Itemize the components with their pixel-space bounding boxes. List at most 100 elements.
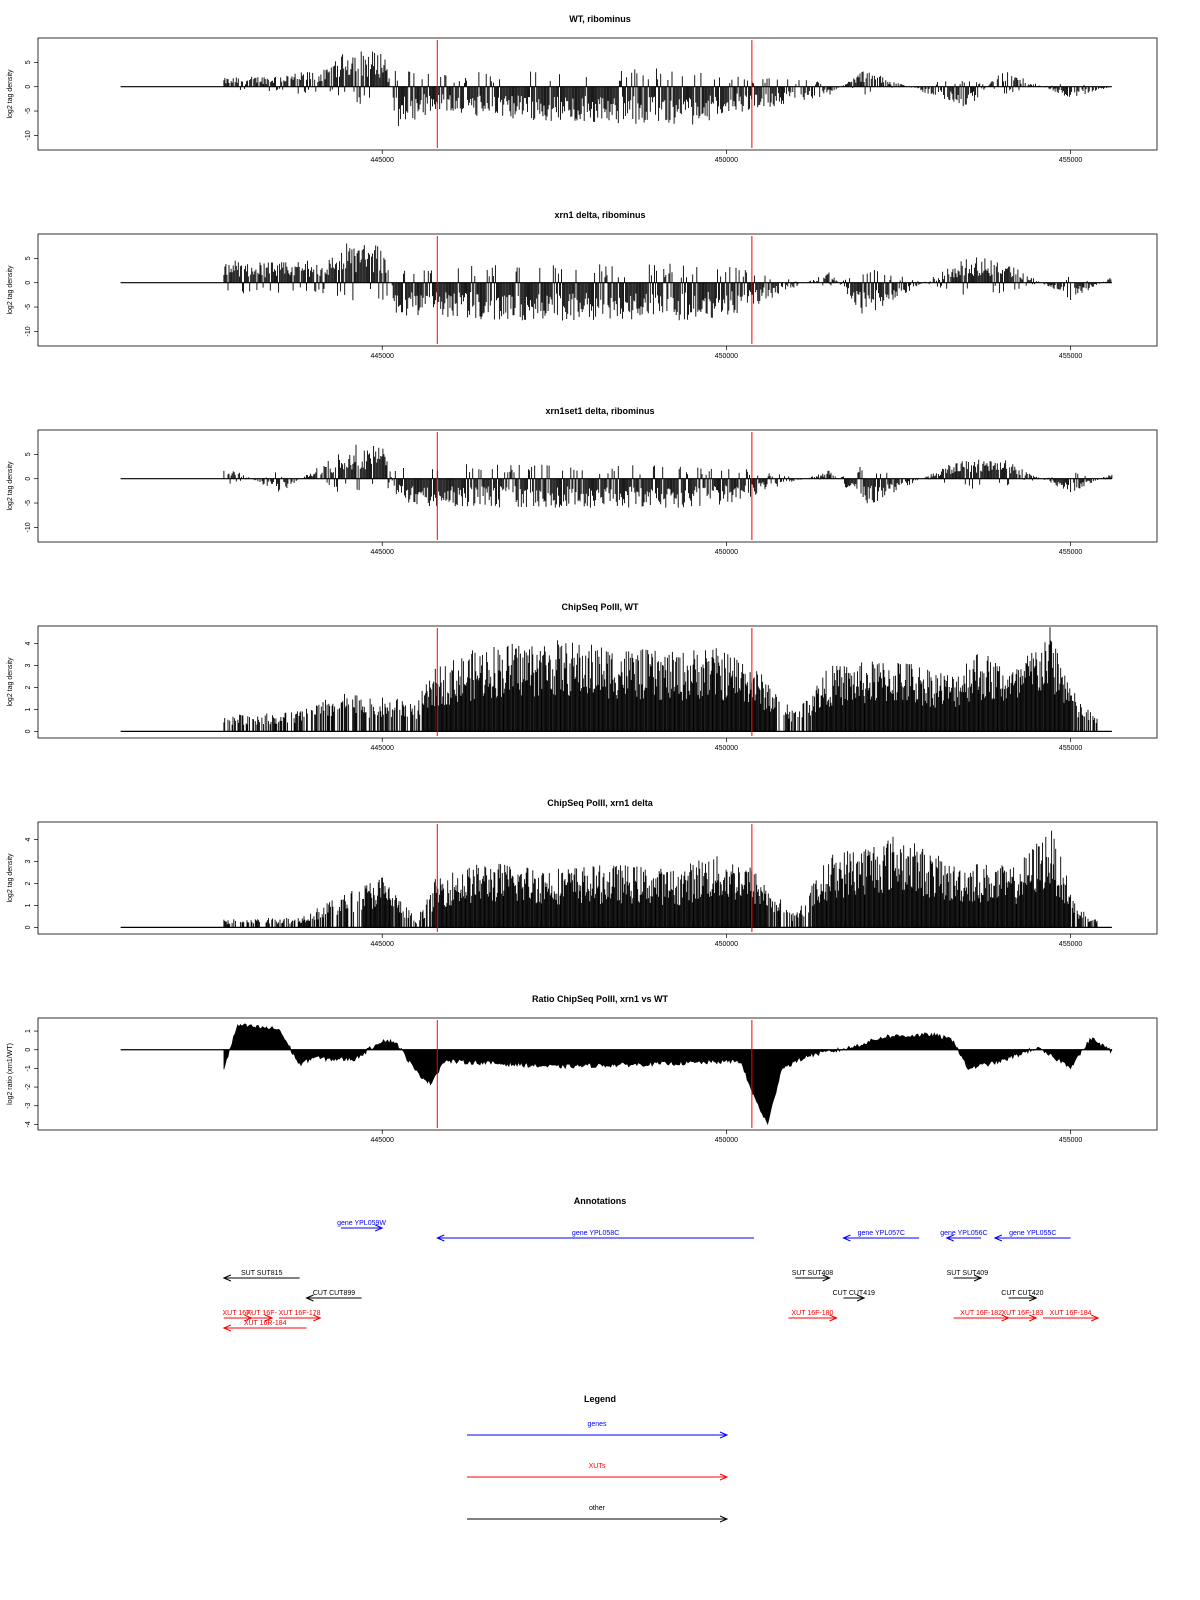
track-plot: WT, ribominus -10 -5 0 5 log2 tag density 4450… bbox=[7, 14, 1158, 164]
track-panel: ChipSeq PolII, xrn1 delta 0 1 2 3 4 log2 tag d… bbox=[0, 794, 1200, 990]
annotation-label: SUT SUT409 bbox=[947, 1270, 989, 1277]
x-tick-label: 455000 bbox=[1059, 941, 1082, 948]
x-tick-label: 450000 bbox=[715, 941, 738, 948]
y-tick-label: -5 bbox=[25, 108, 32, 114]
x-tick-label: 445000 bbox=[371, 941, 394, 948]
track-plot: xrn1 delta, ribominus -10 -5 0 5 log2 tag den… bbox=[7, 210, 1158, 360]
y-tick-label: -5 bbox=[25, 304, 32, 310]
annotation-label: gene YPL055C bbox=[1009, 1230, 1056, 1237]
annotation-label: XUT 16F-178 bbox=[279, 1310, 321, 1317]
density-bars bbox=[223, 243, 1112, 321]
x-tick-label: 445000 bbox=[371, 549, 394, 556]
arrow-head bbox=[305, 1294, 314, 1302]
y-axis-label: log2 ratio (xrn1/WT) bbox=[7, 1043, 14, 1105]
annotation-label: gene YPL056C bbox=[940, 1230, 987, 1237]
x-tick-label: 450000 bbox=[715, 549, 738, 556]
annotation-label: XUT 16F- bbox=[223, 1310, 254, 1317]
arrow-head bbox=[973, 1274, 983, 1282]
arrow-head bbox=[993, 1234, 1003, 1242]
y-tick-label: 4 bbox=[25, 642, 32, 646]
x-tick-label: 445000 bbox=[371, 353, 394, 360]
arrow-head bbox=[829, 1314, 838, 1322]
annotation-label: gene YPL059W bbox=[337, 1220, 386, 1227]
y-tick-label: 5 bbox=[25, 452, 32, 456]
track-title: ChipSeq PolII, WT bbox=[562, 602, 639, 612]
legend-label: genes bbox=[587, 1421, 607, 1428]
y-tick-label: 0 bbox=[25, 729, 32, 733]
plot-frame bbox=[37, 37, 1158, 151]
track-plot: xrn1set1 delta, ribominus -10 -5 0 5 log2 tag… bbox=[7, 406, 1158, 556]
track-panel: ChipSeq PolII, WT 0 1 2 3 4 log2 tag density 44… bbox=[0, 598, 1200, 794]
legend-panel: Legend genes XUTs other bbox=[0, 1380, 1200, 1580]
arrow-head bbox=[222, 1324, 232, 1332]
y-tick-label: 0 bbox=[25, 925, 32, 929]
annotation-label: XUT 16F-183 bbox=[1001, 1310, 1043, 1317]
arrow-head bbox=[719, 1515, 729, 1523]
track-title: WT, ribominus bbox=[569, 14, 631, 24]
arrow-head bbox=[822, 1274, 831, 1282]
y-tick-label: 1 bbox=[25, 903, 32, 907]
y-tick-label: 3 bbox=[25, 859, 32, 863]
annotations-title: Annotations bbox=[573, 1196, 627, 1206]
annotation-label: CUT CUT419 bbox=[833, 1290, 875, 1297]
x-tick-label: 455000 bbox=[1059, 353, 1082, 360]
x-tick-label: 445000 bbox=[371, 745, 394, 752]
density-bars bbox=[223, 830, 1098, 928]
y-tick-label: 3 bbox=[25, 663, 32, 667]
legend-label: other bbox=[589, 1505, 606, 1512]
annotation-label: SUT SUT815 bbox=[241, 1270, 283, 1277]
y-tick-label: 2 bbox=[25, 881, 32, 885]
y-tick-label: 1 bbox=[25, 707, 32, 711]
y-tick-label: -3 bbox=[25, 1103, 32, 1109]
annotation-label: gene YPL057C bbox=[858, 1230, 905, 1237]
annotation-label: CUT CUT420 bbox=[1001, 1290, 1043, 1297]
track-panel: Ratio ChipSeq PolII, xrn1 vs WT -4 -3 -2 -1 0… bbox=[0, 990, 1200, 1186]
x-tick-label: 450000 bbox=[715, 157, 738, 164]
plot-frame bbox=[37, 625, 1158, 739]
annotation-label: CUT CUT899 bbox=[313, 1290, 355, 1297]
arrow-head bbox=[856, 1294, 866, 1302]
legend-entries: genes XUTs other bbox=[467, 1421, 729, 1523]
arrow-head bbox=[264, 1314, 274, 1322]
y-axis-label: log2 tag density bbox=[7, 69, 14, 119]
track-title: Ratio ChipSeq PolII, xrn1 vs WT bbox=[532, 994, 669, 1004]
ratio-area bbox=[223, 1023, 1113, 1126]
y-tick-label: -1 bbox=[25, 1065, 32, 1071]
arrow-head bbox=[945, 1234, 954, 1242]
track-title: xrn1set1 delta, ribominus bbox=[545, 406, 654, 416]
y-axis-label: log2 tag density bbox=[7, 853, 14, 903]
density-bars bbox=[223, 444, 1113, 508]
y-tick-label: 5 bbox=[25, 60, 32, 64]
y-tick-label: 0 bbox=[25, 85, 32, 89]
x-tick-label: 455000 bbox=[1059, 157, 1082, 164]
y-tick-label: 0 bbox=[25, 281, 32, 285]
y-tick-label: -10 bbox=[25, 130, 32, 140]
annotation-label: XUT 16F-180 bbox=[792, 1310, 834, 1317]
track-title: xrn1 delta, ribominus bbox=[554, 210, 645, 220]
x-tick-label: 450000 bbox=[715, 1137, 738, 1144]
plot-frame bbox=[37, 429, 1158, 543]
annotation-label: SUT SUT408 bbox=[792, 1270, 834, 1277]
annotation-label: gene YPL058C bbox=[572, 1230, 619, 1237]
density-bars bbox=[223, 627, 1098, 732]
arrow-head bbox=[375, 1224, 384, 1232]
plot-frame bbox=[37, 821, 1158, 935]
arrow-head bbox=[1090, 1314, 1100, 1322]
annotations-panel: Annotations gene YPL059W gene YPL058C gene… bbox=[0, 1170, 1200, 1360]
x-tick-label: 450000 bbox=[715, 353, 738, 360]
arrow-head bbox=[719, 1473, 729, 1481]
x-tick-label: 455000 bbox=[1059, 1137, 1082, 1144]
annotation-label: XUT 16F-182 bbox=[960, 1310, 1002, 1317]
arrow-head bbox=[436, 1234, 445, 1242]
y-tick-label: -4 bbox=[25, 1121, 32, 1127]
arrow-head bbox=[842, 1234, 851, 1242]
track-plot: Ratio ChipSeq PolII, xrn1 vs WT -4 -3 -2 -1 0… bbox=[7, 994, 1158, 1144]
y-tick-label: 1 bbox=[25, 1029, 32, 1033]
x-tick-label: 445000 bbox=[371, 1137, 394, 1144]
arrow-head bbox=[222, 1274, 232, 1282]
y-axis-label: log2 tag density bbox=[7, 461, 14, 511]
x-tick-label: 450000 bbox=[715, 745, 738, 752]
y-tick-label: 0 bbox=[25, 1048, 32, 1052]
x-tick-label: 455000 bbox=[1059, 549, 1082, 556]
y-tick-label: 2 bbox=[25, 685, 32, 689]
